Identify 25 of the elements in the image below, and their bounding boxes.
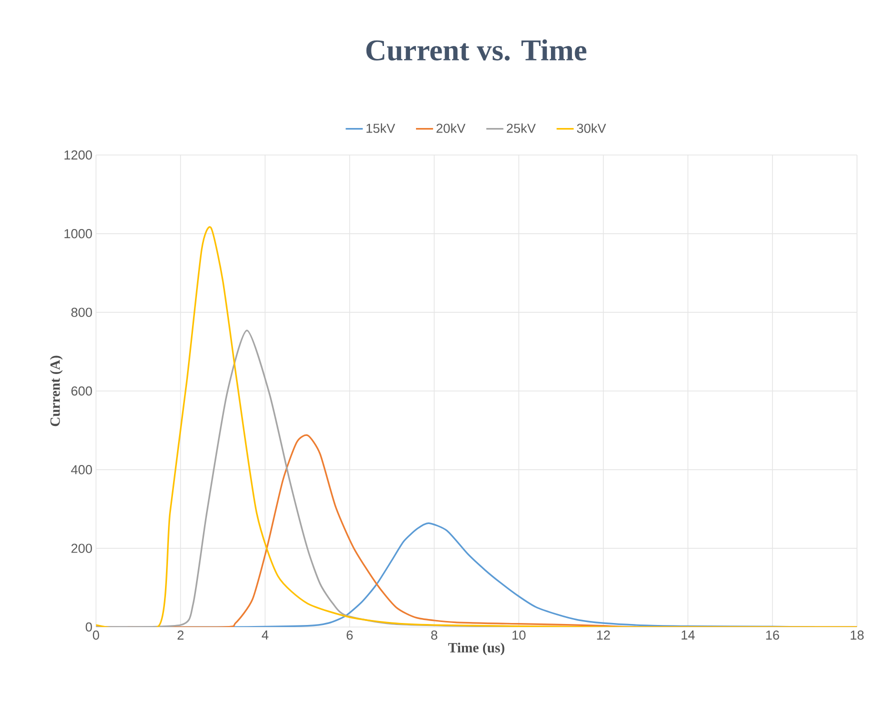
x-tick-label: 6 xyxy=(346,630,353,640)
x-tick-label: 8 xyxy=(431,630,438,640)
y-tick-label: 0 xyxy=(86,622,92,632)
x-tick-label: 18 xyxy=(850,630,864,640)
x-tick-label: 14 xyxy=(682,630,695,640)
chart-title: Current vs. Time xyxy=(366,39,586,61)
legend-label: 30kV xyxy=(576,123,606,133)
legend-label: 15kV xyxy=(366,123,396,133)
y-tick-label: 1200 xyxy=(64,150,92,160)
x-tick-label: 10 xyxy=(512,630,526,640)
legend-label: 20kV xyxy=(436,123,466,133)
y-tick-label: 800 xyxy=(71,308,92,317)
y-tick-label: 1000 xyxy=(64,229,92,238)
x-tick-label: 4 xyxy=(262,630,268,640)
line-series xyxy=(96,226,858,627)
y-tick-label: 200 xyxy=(71,544,92,553)
x-tick-label: 12 xyxy=(597,630,610,640)
y-tick-label: 600 xyxy=(71,386,92,396)
x-tick-label: 0 xyxy=(92,630,100,640)
legend-label: 25kV xyxy=(506,123,536,133)
x-tick-label: 2 xyxy=(178,630,184,640)
x-tick-label: 16 xyxy=(766,630,780,640)
x-axis-title: Time (us) xyxy=(448,642,504,656)
y-axis-title: Current (A) xyxy=(50,356,63,426)
y-tick-label: 400 xyxy=(71,465,92,474)
